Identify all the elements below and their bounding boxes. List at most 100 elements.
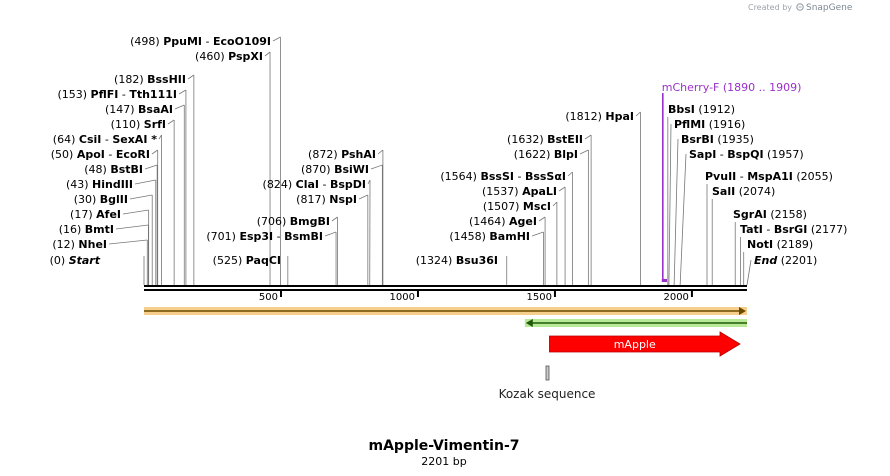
site-nhei[interactable]: (12) NheI — [52, 238, 148, 285]
separator: - — [736, 170, 747, 183]
primer-bar[interactable] — [661, 279, 668, 282]
site-connector-tail — [370, 164, 383, 170]
site-bamhi[interactable]: (1458) BamHI — [449, 230, 544, 285]
site-position: (1632) — [507, 133, 544, 146]
site-label: (50) ApoI - EcoRI — [51, 148, 150, 161]
site-bsu36i[interactable]: (1324) Bsu36I — [416, 254, 508, 285]
primer-label[interactable]: mCherry-F (1890 .. 1909) — [662, 81, 802, 94]
site-label: (147) BsaAI — [105, 103, 173, 116]
enzyme-name: SrfI — [144, 118, 166, 131]
enzyme-name: ClaI — [296, 178, 319, 191]
feature-reverse-span[interactable] — [524, 319, 747, 327]
site-connector-tail — [264, 51, 271, 57]
site-bglii[interactable]: (30) BglII — [74, 193, 153, 285]
enzyme-name: ApoI — [77, 148, 105, 161]
site-position: (1537) — [482, 185, 519, 198]
enzyme-name: BstBI — [110, 163, 143, 176]
site-position: (2055) — [796, 170, 833, 183]
site-connector-tail — [531, 231, 544, 237]
feature-label: mApple — [614, 338, 656, 351]
enzyme-name: BlpI — [554, 148, 578, 161]
site-position: (17) — [70, 208, 93, 221]
site-csii[interactable]: (64) CsiI - SexAI * — [53, 133, 162, 285]
site-agei[interactable]: (1464) AgeI — [469, 215, 546, 285]
site-connector-tail — [134, 179, 156, 185]
site-label: (1537) ApaLI — [482, 185, 557, 198]
site-label: (817) NspI — [296, 193, 357, 206]
site-label: (870) BsiWI — [301, 163, 369, 176]
site-connector-tail — [358, 194, 368, 200]
site-apoi[interactable]: (50) ApoI - EcoRI — [51, 148, 159, 285]
site-label: (1464) AgeI — [469, 215, 537, 228]
site-connector — [746, 259, 752, 286]
site-tati[interactable]: TatI - BsrGI (2177) — [740, 223, 847, 285]
map-length: 2201 bp — [421, 455, 466, 468]
site-pflmi[interactable]: PflMI (1916) — [668, 118, 745, 286]
enzyme-name: BssSI — [480, 170, 514, 183]
site-bsssi[interactable]: (1564) BssSI - BssSαI — [440, 170, 573, 285]
site-bsaai[interactable]: (147) BsaAI — [105, 103, 185, 285]
enzyme-name: BmtI — [85, 223, 114, 236]
enzyme-name: BssHII — [147, 73, 186, 86]
created-by-text: Created by — [748, 3, 792, 12]
site-sali[interactable]: SalI (2074) — [711, 185, 775, 285]
site-pshai[interactable]: (872) PshAI — [308, 148, 384, 285]
site-label: (0) Start — [50, 254, 101, 267]
site-pvuii[interactable]: PvuII - MspA1I (2055) — [705, 170, 833, 285]
site-sgrai[interactable]: SgrAI (2158) — [733, 208, 807, 285]
site-start[interactable]: (0) Start — [50, 254, 145, 285]
site-label: (17) AfeI — [70, 208, 121, 221]
site-nspi[interactable]: (817) NspI — [296, 193, 369, 285]
enzyme-name: HindIII — [92, 178, 133, 191]
site-afei[interactable]: (17) AfeI — [70, 208, 150, 285]
site-label: NotI (2189) — [747, 238, 813, 251]
site-bmgbi[interactable]: (706) BmgBI — [257, 215, 338, 285]
site-apali[interactable]: (1537) ApaLI — [482, 185, 566, 285]
site-connector-tail — [324, 231, 337, 237]
site-position: (2201) — [781, 254, 818, 267]
site-clai[interactable]: (824) ClaI - BspDI — [263, 178, 371, 286]
site-srfi[interactable]: (110) SrfI — [111, 118, 175, 285]
site-label: (706) BmgBI — [257, 215, 330, 228]
site-sapi[interactable]: SapI - BspQI (1957) — [679, 148, 804, 286]
site-position: (2177) — [811, 223, 848, 236]
site-position: (1912) — [698, 103, 735, 116]
enzyme-name: Bsu36I — [456, 254, 498, 267]
snapgene-branding: Created by SnapGene — [748, 3, 853, 13]
site-hpai[interactable]: (1812) HpaI — [565, 110, 641, 285]
site-label: (1632) BstEII — [507, 133, 583, 146]
site-label: (1812) HpaI — [565, 110, 634, 123]
site-position: (824) — [263, 178, 293, 191]
site-label: (872) PshAI — [308, 148, 376, 161]
site-paqci[interactable]: (525) PaqCI — [213, 254, 289, 285]
primer-name: mCherry-F — [662, 81, 720, 94]
site-bstbi[interactable]: (48) BstBI — [84, 163, 158, 285]
site-ppumi[interactable]: (498) PpuMI - EcoO109I — [130, 35, 281, 285]
site-pspxi[interactable]: (460) PspXI — [195, 50, 271, 285]
site-bsrbi[interactable]: BsrBI (1935) — [673, 133, 754, 286]
site-connector — [668, 123, 672, 286]
site-position: (1622) — [514, 148, 551, 161]
site-msci[interactable]: (1507) MscI — [483, 200, 558, 285]
feature-forward-span[interactable] — [144, 307, 747, 315]
site-position: (43) — [66, 178, 89, 191]
site-bsteii[interactable]: (1632) BstEII — [507, 133, 592, 285]
site-connector-tail — [377, 149, 384, 155]
site-noti[interactable]: NotI (2189) — [743, 238, 813, 285]
site-connector-tail — [552, 201, 558, 207]
site-label: (182) BssHII — [114, 73, 186, 86]
site-bsshii[interactable]: (182) BssHII — [114, 73, 195, 285]
site-position: (498) — [130, 35, 160, 48]
site-end[interactable]: End (2201) — [746, 254, 818, 286]
site-bbsi[interactable]: BbsI (1912) — [667, 103, 735, 285]
ruler-tick-label-2000: 2000 — [663, 292, 688, 303]
site-bsiwi[interactable]: (870) BsiWI — [301, 163, 383, 285]
feature-mapple[interactable]: mApple — [549, 331, 741, 357]
site-connector-tail — [108, 239, 148, 245]
site-label: BbsI (1912) — [668, 103, 735, 116]
site-esp3i[interactable]: (701) Esp3I - BsmBI — [206, 230, 337, 285]
site-hindiii[interactable]: (43) HindIII — [66, 178, 157, 285]
site-blpi[interactable]: (1622) BlpI — [514, 148, 589, 285]
site-pflfi[interactable]: (153) PflFI - Tth111I — [57, 88, 187, 285]
feature-kozak-sequence[interactable]: Kozak sequence — [499, 365, 596, 401]
